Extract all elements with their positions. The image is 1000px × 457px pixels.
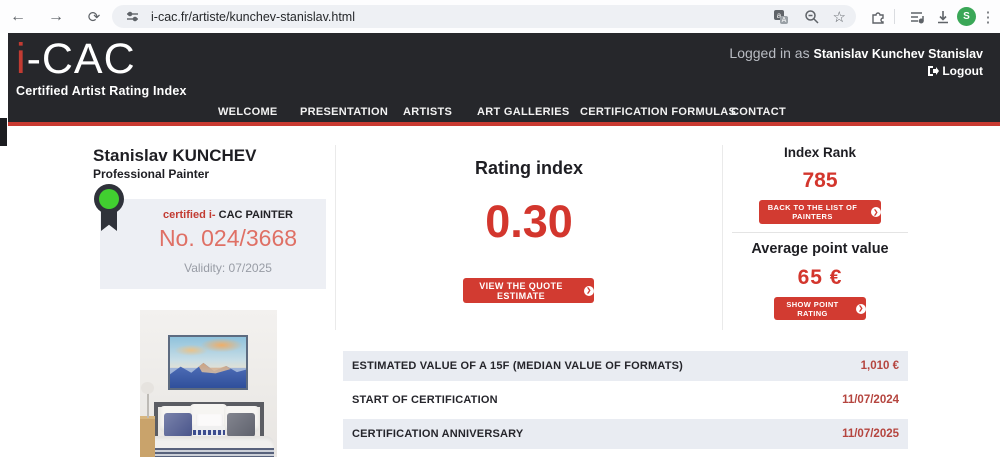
bed-post-right (260, 402, 264, 438)
browser-toolbar: ← → ⟳ i-cac.fr/artiste/kunchev-stanislav… (0, 0, 1000, 33)
header-accent-line (8, 122, 1000, 126)
certificate-number: No. 024/3668 (158, 225, 298, 251)
medal-ribbon (101, 210, 117, 231)
media-playlist-icon[interactable] (903, 0, 931, 33)
artist-profession: Professional Painter (93, 167, 210, 181)
logout-button[interactable]: Logout (927, 64, 983, 78)
certificate-validity: Validity: 07/2025 (184, 261, 272, 275)
right-column-divider (732, 232, 908, 233)
medal-core (99, 189, 119, 209)
table-row: START OF CERTIFICATION 11/07/2024 (343, 385, 908, 415)
bed-post-left (154, 402, 158, 438)
certified-prefix: certified i- (163, 209, 216, 221)
nav-welcome[interactable]: WELCOME (218, 106, 278, 118)
logged-in-username: Stanislav Kunchev Stanislav (813, 47, 983, 61)
site-header: i-CAC Certified Artist Rating Index Logg… (8, 33, 1000, 122)
certified-suffix: CAC PAINTER (215, 209, 293, 221)
logo-tagline: Certified Artist Rating Index (16, 84, 187, 98)
browser-menu-icon[interactable]: ⋮ (980, 8, 996, 26)
table-row: ESTIMATED VALUE OF A 15F (MEDIAN VALUE O… (343, 351, 908, 381)
certification-panel: certified i- CAC PAINTER No. 024/3668 Va… (100, 199, 326, 289)
toolbar-divider (894, 9, 895, 24)
translate-icon[interactable]: a A (771, 7, 791, 27)
nav-artists[interactable]: ARTISTS (403, 106, 453, 118)
certified-label: certified i- CAC PAINTER (130, 209, 326, 221)
index-rank-title: Index Rank (783, 145, 857, 160)
pillow-navy (164, 413, 192, 437)
circle-arrow-icon (871, 207, 881, 217)
logo-text: i-CAC (16, 35, 187, 83)
url-text: i-cac.fr/artiste/kunchev-stanislav.html (151, 9, 355, 24)
row-label: CERTIFICATION ANNIVERSARY (352, 428, 524, 440)
logged-in-prefix: Logged in as (729, 45, 814, 61)
site-settings-icon[interactable] (122, 7, 142, 27)
artwork-photo[interactable] (140, 310, 277, 457)
svg-text:A: A (781, 17, 786, 24)
address-bar[interactable]: i-cac.fr/artiste/kunchev-stanislav.html … (112, 5, 856, 28)
nav-presentation[interactable]: PRESENTATION (300, 106, 389, 118)
nav-certification-formulas[interactable]: CERTIFICATION FORMULAS (580, 106, 737, 118)
logo-i: i (16, 35, 27, 83)
logout-label: Logout (942, 64, 983, 78)
nightstand (140, 416, 155, 457)
painting-thumbnail (168, 335, 248, 390)
painting-peaks (198, 362, 231, 374)
rating-index-title: Rating index (474, 158, 583, 178)
extensions-icon[interactable] (864, 0, 892, 33)
table-row: CERTIFICATION ANNIVERSARY 11/07/2025 (343, 419, 908, 449)
view-quote-estimate-button[interactable]: VIEW THE QUOTE ESTIMATE (463, 278, 594, 303)
show-point-rating-button[interactable]: SHOW POINT RATING (774, 297, 866, 320)
bookmark-star-icon[interactable]: ☆ (832, 8, 846, 26)
rating-index-value: 0.30 (485, 196, 573, 247)
svg-text:a: a (776, 11, 781, 20)
logout-icon (927, 65, 940, 77)
circle-arrow-icon (584, 285, 594, 296)
row-label: ESTIMATED VALUE OF A 15F (MEDIAN VALUE O… (352, 360, 684, 372)
average-point-title: Average point value (751, 241, 889, 257)
login-status: Logged in as Stanislav Kunchev Stanislav (729, 45, 983, 61)
row-value: 1,010 € (860, 360, 899, 372)
zoom-out-icon[interactable] (802, 7, 822, 27)
painting-mountains (170, 362, 246, 388)
lamp-shade (141, 382, 154, 394)
row-value: 11/07/2025 (842, 428, 899, 440)
bed-blanket (148, 448, 274, 457)
medal-icon (94, 184, 124, 232)
pillow-gray (227, 413, 255, 437)
column-divider (722, 145, 723, 330)
circle-arrow-icon (856, 303, 866, 314)
row-label: START OF CERTIFICATION (352, 394, 498, 406)
view-quote-estimate-label: VIEW THE QUOTE ESTIMATE (479, 280, 563, 301)
lamp (147, 388, 149, 418)
back-to-list-label: BACK TO THE LIST OF PAINTERS (767, 203, 858, 221)
artist-name: Stanislav KUNCHEV (93, 146, 257, 165)
download-icon[interactable] (929, 0, 957, 33)
nav-art-galleries[interactable]: ART GALLERIES (477, 106, 570, 118)
site-logo[interactable]: i-CAC Certified Artist Rating Index (16, 35, 187, 98)
reload-icon[interactable]: ⟳ (87, 8, 101, 26)
row-value: 11/07/2024 (842, 394, 899, 406)
column-divider (335, 145, 336, 330)
back-to-list-button[interactable]: BACK TO THE LIST OF PAINTERS (759, 200, 881, 224)
pillow-lumbar (193, 426, 225, 439)
profile-avatar[interactable]: S (957, 7, 976, 26)
forward-icon[interactable]: → (48, 7, 64, 25)
back-icon[interactable]: ← (10, 7, 26, 25)
nav-contact[interactable]: CONTACT (731, 106, 787, 118)
logo-rest: -CAC (26, 35, 136, 83)
index-rank-value: 785 (802, 169, 838, 192)
show-point-rating-label: SHOW POINT RATING (786, 299, 839, 318)
left-edge-tab (0, 118, 7, 146)
average-point-value: 65 € (797, 266, 843, 289)
